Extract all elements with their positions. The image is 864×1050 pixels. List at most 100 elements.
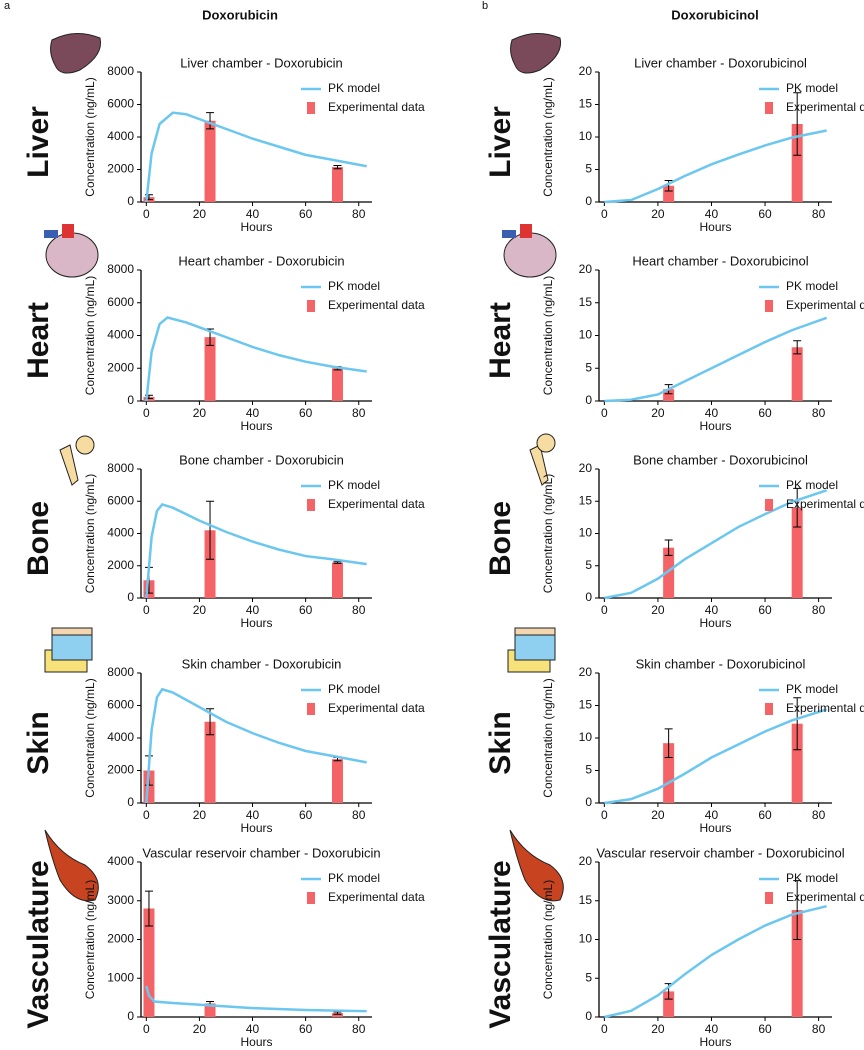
x-tick-label: 20 xyxy=(651,406,665,420)
error-bar xyxy=(793,340,802,355)
x-axis-label: Hours xyxy=(240,616,272,630)
y-tick-label: 20 xyxy=(579,262,593,276)
legend-label: Experimental data xyxy=(786,497,864,511)
row-label: Vasculature xyxy=(22,860,55,1028)
legend-swatch xyxy=(307,703,315,715)
row-label: Liver xyxy=(484,106,517,178)
x-tick-label: 20 xyxy=(193,1022,207,1036)
bar xyxy=(331,368,343,401)
y-tick-label: 2000 xyxy=(107,162,134,176)
error-bar xyxy=(664,728,673,758)
legend-label: PK model xyxy=(328,682,380,696)
y-tick-label: 4000 xyxy=(107,328,134,342)
y-tick-label: 0 xyxy=(127,393,134,407)
x-tick-label: 80 xyxy=(352,406,366,420)
legend-swatch xyxy=(307,102,315,114)
bar xyxy=(143,908,155,1017)
y-tick-label: 6000 xyxy=(107,493,134,507)
legend-label: PK model xyxy=(328,871,380,885)
x-tick-label: 20 xyxy=(651,603,665,617)
x-axis-label: Hours xyxy=(699,1035,731,1049)
x-tick-label: 0 xyxy=(601,207,608,221)
y-tick-label: 0 xyxy=(585,795,592,809)
y-tick-label: 20 xyxy=(579,665,593,679)
legend-label: Experimental data xyxy=(328,298,425,312)
legend-label: PK model xyxy=(328,279,380,293)
x-tick-label: 0 xyxy=(601,603,608,617)
bar xyxy=(663,991,675,1017)
y-tick-label: 15 xyxy=(579,97,593,111)
x-tick-label: 60 xyxy=(758,207,772,221)
legend-swatch xyxy=(765,102,773,114)
y-tick-label: 15 xyxy=(579,698,593,712)
x-axis-label: Hours xyxy=(699,419,731,433)
legend-swatch xyxy=(765,499,773,511)
bar xyxy=(663,743,675,803)
panel-label: a xyxy=(4,0,11,12)
row-label: Bone xyxy=(484,501,517,576)
y-axis-label: Concentration (ng/mL) xyxy=(541,474,555,593)
x-axis-label: Hours xyxy=(240,821,272,835)
y-tick-label: 8000 xyxy=(107,64,134,78)
legend-label: Experimental data xyxy=(328,100,425,114)
icons xyxy=(44,33,564,902)
y-tick-label: 4000 xyxy=(107,730,134,744)
x-tick-label: 0 xyxy=(143,207,150,221)
x-tick-label: 40 xyxy=(705,207,719,221)
pk-line xyxy=(145,503,367,599)
x-tick-label: 80 xyxy=(352,808,366,822)
pk-line xyxy=(604,904,827,1019)
y-tick-label: 4000 xyxy=(107,129,134,143)
y-axis-label: Concentration (ng/mL) xyxy=(83,678,97,797)
x-tick-label: 80 xyxy=(812,207,826,221)
x-tick-label: 80 xyxy=(812,808,826,822)
y-tick-label: 0 xyxy=(585,393,592,407)
legend-label: Experimental data xyxy=(328,497,425,511)
chart-title: Skin chamber - Doxorubicinol xyxy=(636,656,806,671)
error-bar xyxy=(206,112,215,130)
row-label: Vasculature xyxy=(484,860,517,1028)
x-tick-label: 60 xyxy=(299,808,313,822)
row-label: Skin xyxy=(484,711,517,774)
legend-label: Experimental data xyxy=(786,890,864,904)
x-tick-label: 80 xyxy=(812,1022,826,1036)
y-tick-label: 15 xyxy=(579,493,593,507)
x-tick-label: 60 xyxy=(299,603,313,617)
y-tick-label: 3000 xyxy=(107,893,134,907)
x-tick-label: 40 xyxy=(246,808,260,822)
bar xyxy=(791,723,803,803)
x-axis-label: Hours xyxy=(699,220,731,234)
y-tick-label: 0 xyxy=(127,1009,134,1023)
row-label: Heart xyxy=(484,302,517,379)
bar xyxy=(663,185,675,202)
y-tick-label: 0 xyxy=(127,194,134,208)
y-tick-label: 6000 xyxy=(107,295,134,309)
y-tick-label: 15 xyxy=(579,893,593,907)
x-axis-label: Hours xyxy=(240,220,272,234)
x-tick-label: 40 xyxy=(705,1022,719,1036)
panel-title: Doxorubicinol xyxy=(671,7,758,22)
pk-line xyxy=(604,489,828,600)
chart-title: Skin chamber - Doxorubicin xyxy=(182,656,342,671)
x-tick-label: 0 xyxy=(143,603,150,617)
legend-label: PK model xyxy=(786,279,838,293)
chart-title: Vascular reservoir chamber - Doxorubicin xyxy=(142,845,380,860)
error-bar xyxy=(793,880,802,940)
legend-label: PK model xyxy=(786,682,838,696)
y-tick-label: 4000 xyxy=(107,854,134,868)
pk-line xyxy=(604,129,827,204)
error-bar xyxy=(333,1011,342,1015)
panel-title: Doxorubicin xyxy=(202,7,278,22)
x-tick-label: 20 xyxy=(193,808,207,822)
legend-label: Experimental data xyxy=(786,298,864,312)
x-axis-label: Hours xyxy=(240,1035,272,1049)
bar xyxy=(204,120,216,202)
legend-label: Experimental data xyxy=(328,890,425,904)
y-tick-label: 0 xyxy=(585,194,592,208)
x-tick-label: 60 xyxy=(299,207,313,221)
y-tick-label: 5 xyxy=(585,360,592,374)
x-tick-label: 20 xyxy=(193,207,207,221)
y-tick-label: 2000 xyxy=(107,932,134,946)
legend-swatch xyxy=(307,892,315,904)
y-tick-label: 15 xyxy=(579,295,593,309)
